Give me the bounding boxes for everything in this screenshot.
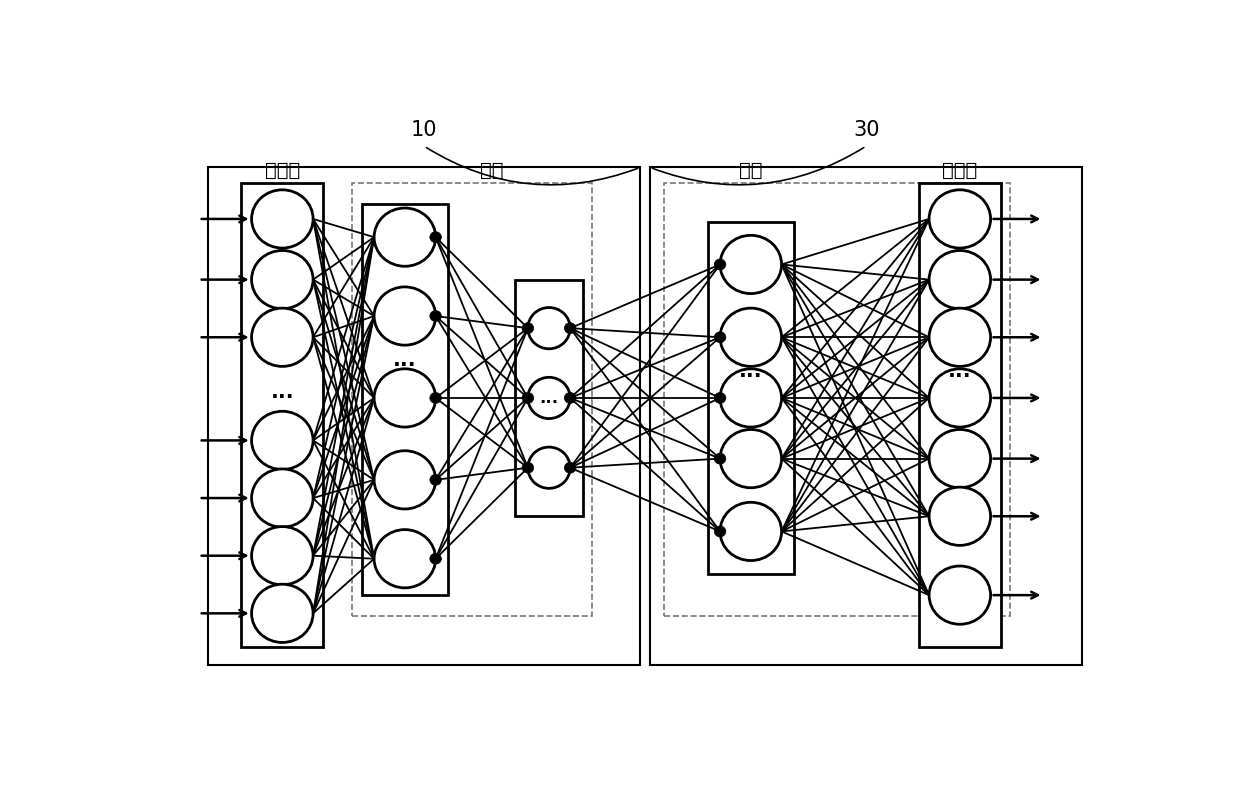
Bar <box>208 167 640 665</box>
Ellipse shape <box>374 451 435 509</box>
Ellipse shape <box>929 308 991 366</box>
Ellipse shape <box>714 332 725 343</box>
Ellipse shape <box>528 377 570 418</box>
Ellipse shape <box>714 453 725 464</box>
Text: ...: ... <box>270 382 294 402</box>
Ellipse shape <box>714 259 725 270</box>
Ellipse shape <box>929 487 991 545</box>
Ellipse shape <box>430 310 441 322</box>
Ellipse shape <box>430 232 441 243</box>
Ellipse shape <box>522 463 533 473</box>
Text: 隐层: 隐层 <box>739 161 763 180</box>
Ellipse shape <box>929 369 991 427</box>
Ellipse shape <box>720 429 781 488</box>
Ellipse shape <box>252 411 312 470</box>
Ellipse shape <box>929 429 991 488</box>
Ellipse shape <box>252 251 312 309</box>
Bar <box>242 183 324 647</box>
Ellipse shape <box>522 323 533 333</box>
Text: 输入层: 输入层 <box>264 161 300 180</box>
Ellipse shape <box>522 392 533 403</box>
Ellipse shape <box>929 190 991 248</box>
Text: 30: 30 <box>853 120 879 140</box>
Ellipse shape <box>252 190 312 248</box>
Ellipse shape <box>430 474 441 485</box>
Ellipse shape <box>430 392 441 403</box>
Bar <box>352 183 593 616</box>
Ellipse shape <box>929 566 991 624</box>
Ellipse shape <box>374 530 435 588</box>
Ellipse shape <box>720 308 781 366</box>
Ellipse shape <box>430 553 441 564</box>
Ellipse shape <box>252 308 312 366</box>
Ellipse shape <box>564 323 575 333</box>
Ellipse shape <box>252 584 312 642</box>
Ellipse shape <box>528 307 570 349</box>
Bar <box>919 183 1001 647</box>
Text: 隐层: 隐层 <box>480 161 503 180</box>
Text: 输出层: 输出层 <box>942 161 977 180</box>
Bar <box>708 222 794 574</box>
Bar <box>362 204 448 595</box>
Text: ...: ... <box>539 389 558 407</box>
Ellipse shape <box>720 236 781 294</box>
Text: ...: ... <box>393 350 417 370</box>
Bar <box>665 183 1011 616</box>
Text: 10: 10 <box>410 120 438 140</box>
Text: ...: ... <box>739 361 763 381</box>
Ellipse shape <box>374 287 435 345</box>
Bar <box>650 167 1083 665</box>
Text: ...: ... <box>949 361 972 381</box>
Ellipse shape <box>720 502 781 560</box>
Bar <box>516 280 583 516</box>
Ellipse shape <box>374 369 435 427</box>
Ellipse shape <box>720 369 781 427</box>
Ellipse shape <box>564 463 575 473</box>
Ellipse shape <box>714 526 725 537</box>
Ellipse shape <box>528 447 570 489</box>
Ellipse shape <box>564 392 575 403</box>
Ellipse shape <box>252 526 312 585</box>
Ellipse shape <box>374 208 435 266</box>
Ellipse shape <box>714 392 725 403</box>
Ellipse shape <box>252 469 312 527</box>
Ellipse shape <box>929 251 991 309</box>
